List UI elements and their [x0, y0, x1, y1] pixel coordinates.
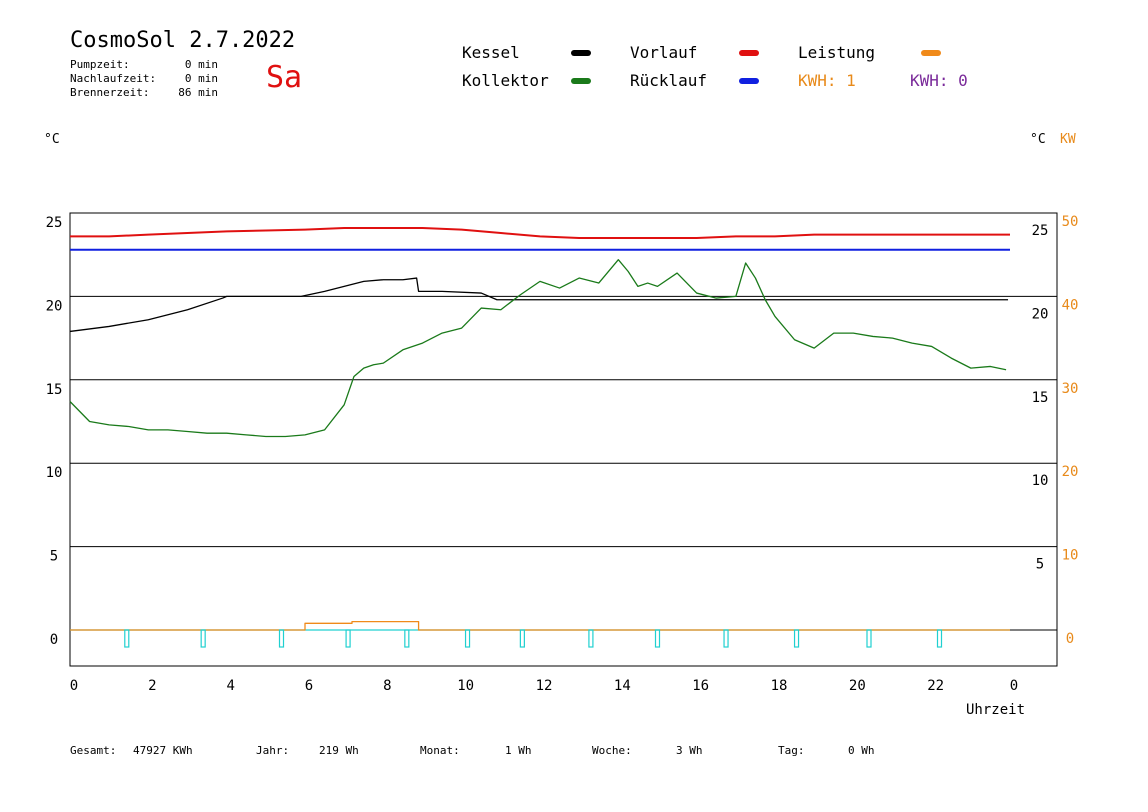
pump-marker-5: [464, 629, 471, 648]
pump-marker-12: [936, 629, 943, 648]
footer-tag-value: 0 Wh: [848, 744, 875, 757]
legend-ruecklauf-label: Rücklauf: [630, 71, 708, 90]
nachlaufzeit-value: 0 min: [184, 72, 218, 85]
x-tick-label: 14: [614, 678, 631, 694]
legend-ruecklauf-swatch: [739, 78, 759, 84]
footer-tag-label: Tag:: [778, 744, 805, 757]
series-line-leistung: [70, 621, 1010, 631]
legend-vorlauf-label: Vorlauf: [630, 43, 698, 62]
y-tick-label-left: 15: [46, 382, 63, 398]
x-tick-label: 0: [1010, 678, 1018, 694]
x-tick-label: 6: [305, 678, 313, 694]
pumpzeit-value: 0 min: [184, 58, 218, 71]
x-axis-label: Uhrzeit: [966, 702, 1026, 718]
pump-marker-1: [200, 629, 206, 648]
series-line-kessel: [69, 277, 1009, 333]
footer-monat-value: 1 Wh: [505, 744, 532, 757]
x-tick-label: 2: [148, 678, 156, 694]
pumpzeit-label: Pumpzeit:: [70, 58, 130, 71]
pump-marker-3: [345, 629, 351, 648]
brennerzeit-label: Brennerzeit:: [70, 86, 150, 99]
right-axis-unit-celsius: °C: [1030, 132, 1046, 147]
chart-title: CosmoSol 2.7.2022: [70, 28, 296, 53]
plot-frame: [69, 212, 1058, 667]
left-axis-unit: °C: [44, 132, 60, 147]
footer-jahr-label: Jahr:: [256, 744, 290, 757]
x-tick-label: 8: [383, 678, 391, 694]
pump-marker-9: [723, 629, 729, 648]
y-tick-label-right-celsius: 25: [1032, 223, 1049, 239]
legend-kollektor-label: Kollektor: [462, 71, 549, 90]
pump-marker-2: [278, 629, 285, 648]
footer-woche-label: Woche:: [592, 744, 632, 757]
y-tick-label-left: 0: [50, 632, 58, 648]
y-tick-label-left: 25: [46, 215, 63, 231]
footer-monat-label: Monat:: [420, 744, 460, 757]
weekday-label: Sa: [266, 60, 303, 95]
y-tick-label-left: 10: [46, 465, 63, 481]
pump-marker-4: [404, 629, 410, 648]
y-tick-label-left: 5: [50, 549, 58, 565]
legend-kessel-swatch: [571, 50, 591, 56]
pump-marker-0: [124, 629, 130, 648]
x-tick-label: 4: [226, 678, 234, 694]
legend-leistung-label: Leistung: [798, 43, 876, 62]
y-tick-label-right-celsius: 5: [1036, 557, 1044, 573]
legend-kollektor-swatch: [571, 78, 591, 84]
kwh-burner-label: KWH: 0: [910, 71, 968, 90]
footer-woche-value: 3 Wh: [676, 744, 703, 757]
series-line-vorlauf: [70, 227, 1010, 240]
y-tick-label-right-celsius: 15: [1032, 390, 1049, 406]
legend-kessel-label: Kessel: [462, 43, 520, 62]
y-tick-label-right-celsius: 20: [1032, 306, 1049, 322]
x-tick-label: 16: [692, 678, 709, 694]
x-tick-label: 20: [849, 678, 866, 694]
pump-marker-10: [793, 629, 800, 648]
y-tick-label-right-kw: 10: [1062, 548, 1079, 564]
pump-marker-8: [654, 629, 661, 648]
x-tick-label: 12: [536, 678, 553, 694]
pump-marker-7: [588, 629, 594, 648]
legend-vorlauf-swatch: [739, 50, 759, 56]
pump-marker-6: [519, 629, 525, 648]
pump-marker-11: [866, 629, 872, 648]
footer-gesamt-value: 47927 KWh: [133, 744, 193, 757]
y-tick-label-right-kw: 30: [1062, 381, 1079, 397]
y-tick-label-right-celsius: 10: [1032, 473, 1049, 489]
x-tick-label: 18: [771, 678, 788, 694]
right-axis-unit-kw: KW: [1060, 132, 1076, 147]
x-tick-label: 22: [927, 678, 944, 694]
y-tick-label-right-kw: 0: [1066, 631, 1074, 647]
series-line-kollektor: [69, 259, 1007, 438]
y-tick-label-right-kw: 50: [1062, 214, 1079, 230]
footer-jahr-value: 219 Wh: [319, 744, 359, 757]
kwh-solar-label: KWH: 1: [798, 71, 856, 90]
y-tick-label-left: 20: [46, 298, 63, 314]
x-tick-label: 0: [70, 678, 78, 694]
nachlaufzeit-label: Nachlaufzeit:: [70, 72, 157, 85]
footer-gesamt-label: Gesamt:: [70, 744, 117, 757]
y-tick-label-right-kw: 40: [1062, 297, 1079, 313]
legend-leistung-swatch: [921, 50, 941, 56]
x-tick-label: 10: [457, 678, 474, 694]
y-tick-label-right-kw: 20: [1062, 464, 1079, 480]
brennerzeit-value: 86 min: [178, 86, 218, 99]
